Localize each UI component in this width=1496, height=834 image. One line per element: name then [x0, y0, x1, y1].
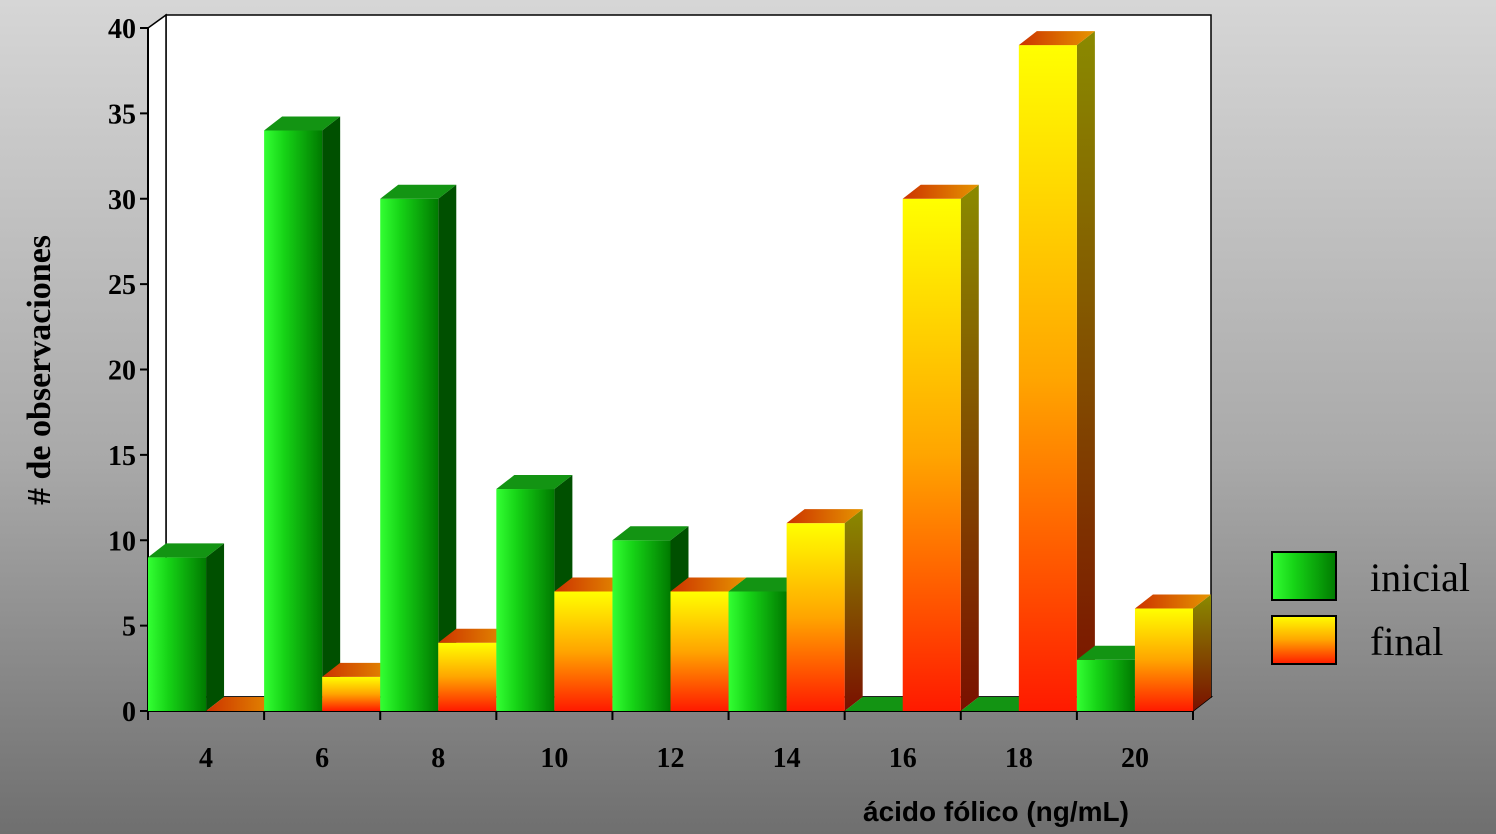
- bar-top: [844, 697, 921, 711]
- legend-swatch-inicial: [1271, 551, 1337, 601]
- bar-front: [322, 676, 381, 711]
- bar-top: [902, 184, 979, 199]
- x-tick-label: 14: [773, 743, 801, 774]
- bar-front: [1134, 608, 1193, 711]
- bar-top: [380, 184, 457, 199]
- bar-front: [902, 198, 961, 711]
- bar-front: [380, 198, 439, 711]
- bar-top: [1134, 594, 1211, 609]
- x-axis-title: ácido fólico (ng/mL): [863, 796, 1129, 827]
- y-tick-label: 5: [122, 612, 136, 643]
- x-tick-label: 8: [431, 743, 445, 774]
- bar-side: [1193, 594, 1211, 711]
- bar-front: [1018, 45, 1077, 711]
- bar-final-20: [1134, 594, 1211, 711]
- bar-front: [438, 642, 497, 711]
- legend: inicial final: [1271, 551, 1470, 665]
- y-tick-label: 10: [108, 526, 136, 557]
- bar-final-4: [206, 697, 283, 711]
- bar-top: [206, 697, 283, 711]
- y-tick-label: 15: [108, 441, 136, 472]
- y-axis: 0 5 10 15 20 25 30 35 40: [108, 14, 149, 728]
- x-tick-label: 20: [1121, 743, 1149, 774]
- bar-front: [264, 130, 323, 711]
- bar-front: [496, 489, 555, 711]
- bar-final-18: [1018, 31, 1095, 711]
- bars: [148, 31, 1211, 711]
- bar-top: [322, 662, 399, 677]
- bar-inicial-6: [264, 116, 341, 711]
- bar-front: [554, 591, 613, 711]
- y-tick-label: 40: [108, 14, 136, 45]
- bar-inicial-16: [844, 697, 921, 711]
- bar-top: [496, 475, 573, 490]
- bar-top: [438, 628, 515, 643]
- bar-front: [786, 523, 845, 711]
- bar-front: [612, 540, 671, 711]
- bar-final-16: [902, 184, 979, 711]
- bar-top: [786, 509, 863, 524]
- y-tick-label: 30: [108, 185, 136, 216]
- x-tick-label: 16: [889, 743, 917, 774]
- x-tick-label: 6: [315, 743, 329, 774]
- x-tick-label: 12: [657, 743, 685, 774]
- y-tick-label: 35: [108, 99, 136, 130]
- bar-side: [1076, 31, 1095, 711]
- legend-label-inicial: inicial: [1370, 555, 1470, 600]
- bar-top: [670, 577, 747, 592]
- legend-swatch-final: [1271, 615, 1337, 665]
- legend-label-final: final: [1370, 619, 1443, 664]
- y-tick-label: 25: [108, 270, 136, 301]
- x-tick-label: 18: [1005, 743, 1033, 774]
- bar-top: [1076, 645, 1153, 660]
- bar-side: [438, 184, 457, 711]
- bar-side: [322, 116, 341, 711]
- bar-top: [612, 526, 689, 541]
- bar-final-14: [786, 509, 863, 711]
- bar-top: [148, 543, 225, 558]
- x-tick-label: 4: [199, 743, 213, 774]
- bar-front: [148, 557, 207, 711]
- bar-top: [1018, 31, 1095, 46]
- x-tick-label: 10: [540, 743, 568, 774]
- bar-front: [1076, 659, 1135, 711]
- bar-side: [844, 509, 863, 711]
- bar-front: [728, 591, 787, 711]
- bar-inicial-8: [380, 184, 457, 711]
- bar-side: [960, 184, 979, 711]
- bar-inicial-4: [148, 543, 225, 711]
- y-axis-title: # de observaciones: [21, 235, 58, 505]
- bar-top: [960, 697, 1037, 711]
- y-tick-label: 0: [122, 697, 136, 728]
- bar-inicial-18: [960, 697, 1037, 711]
- x-axis: 4 6 8 10 12 14 16 18 20: [147, 710, 1194, 774]
- bar-front: [670, 591, 729, 711]
- y-tick-label: 20: [108, 356, 136, 387]
- bar-side: [206, 543, 225, 711]
- bar-top: [728, 577, 805, 592]
- bar-top: [264, 116, 341, 131]
- bar-top: [554, 577, 631, 592]
